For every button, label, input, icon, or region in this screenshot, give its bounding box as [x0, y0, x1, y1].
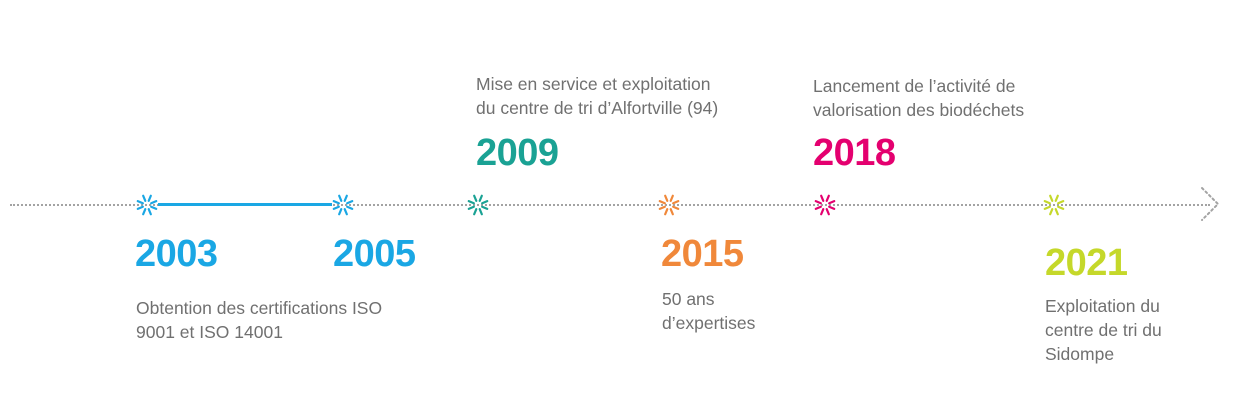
description-line: centre de tri du [1045, 320, 1162, 340]
burst-ray [1049, 208, 1054, 216]
burst-ray [332, 200, 340, 205]
burst-ray [1057, 205, 1065, 210]
description-line: Obtention des certifications ISO [136, 298, 383, 318]
burst-ray [1043, 200, 1051, 205]
burst-ray [669, 208, 674, 216]
burst-ray [1054, 194, 1059, 202]
burst-marker-icon [466, 193, 490, 217]
burst-ray [658, 205, 666, 210]
burst-ray [338, 194, 343, 202]
burst-ray [481, 205, 489, 210]
burst-ray [136, 205, 144, 210]
burst-marker-icon [135, 193, 159, 217]
event-2021-description: Exploitation du centre de tri du Sidompe [1045, 294, 1162, 366]
burst-ray [664, 194, 669, 202]
burst-ray [820, 194, 825, 202]
burst-ray [467, 205, 475, 210]
description-line: Mise en service et exploitation [476, 74, 711, 94]
burst-ray [672, 200, 680, 205]
burst-ray [467, 200, 475, 205]
event-2018-description: Lancement de l’activité de valorisation … [813, 74, 1024, 122]
burst-ray [1043, 205, 1051, 210]
burst-ray [147, 208, 152, 216]
burst-ray [346, 200, 354, 205]
year-2021: 2021 [1045, 242, 1128, 284]
year-2018: 2018 [813, 132, 896, 174]
burst-ray [814, 205, 822, 210]
burst-marker-icon [331, 193, 355, 217]
burst-ray [478, 194, 483, 202]
burst-ray [481, 200, 489, 205]
burst-ray [142, 194, 147, 202]
burst-ray [136, 200, 144, 205]
burst-ray [332, 205, 340, 210]
burst-ray [343, 208, 348, 216]
burst-ray [142, 208, 147, 216]
timeline-dotted-line [10, 204, 1210, 206]
description-line: Sidompe [1045, 344, 1115, 364]
year-2003: 2003 [135, 233, 218, 275]
event-2009-description: Mise en service et exploitation du centr… [476, 72, 718, 120]
description-line: Exploitation du [1045, 296, 1160, 316]
year-2005: 2005 [333, 233, 416, 275]
burst-ray [828, 200, 836, 205]
burst-ray [1049, 194, 1054, 202]
burst-ray [473, 194, 478, 202]
description-line: 9001 et ISO 14001 [136, 322, 283, 342]
burst-ray [825, 208, 830, 216]
burst-ray [814, 200, 822, 205]
description-line: d’expertises [662, 313, 756, 333]
burst-ray [1054, 208, 1059, 216]
burst-ray [346, 205, 354, 210]
burst-marker-icon [657, 193, 681, 217]
burst-ray [150, 205, 158, 210]
burst-ray [664, 208, 669, 216]
burst-marker-icon [813, 193, 837, 217]
burst-ray [150, 200, 158, 205]
burst-ray [820, 208, 825, 216]
event-2003-description: Obtention des certifications ISO 9001 et… [136, 296, 382, 344]
burst-ray [1057, 200, 1065, 205]
year-2015: 2015 [661, 233, 744, 275]
burst-ray [669, 194, 674, 202]
event-2015-description: 50 ans d’expertises [662, 287, 755, 335]
year-2009: 2009 [476, 132, 559, 174]
burst-ray [828, 205, 836, 210]
burst-ray [672, 205, 680, 210]
description-line: du centre de tri d’Alfortville (94) [476, 98, 719, 118]
burst-ray [147, 194, 152, 202]
chevron-right-dotted-icon [1198, 186, 1222, 222]
description-line: valorisation des biodéchets [813, 100, 1025, 120]
burst-ray [473, 208, 478, 216]
description-line: 50 ans [662, 289, 715, 309]
burst-ray [825, 194, 830, 202]
burst-ray [343, 194, 348, 202]
burst-ray [338, 208, 343, 216]
burst-ray [478, 208, 483, 216]
burst-marker-icon [1042, 193, 1066, 217]
burst-ray [658, 200, 666, 205]
timeline-solid-segment-2003-2005 [158, 203, 332, 206]
description-line: Lancement de l’activité de [813, 76, 1016, 96]
